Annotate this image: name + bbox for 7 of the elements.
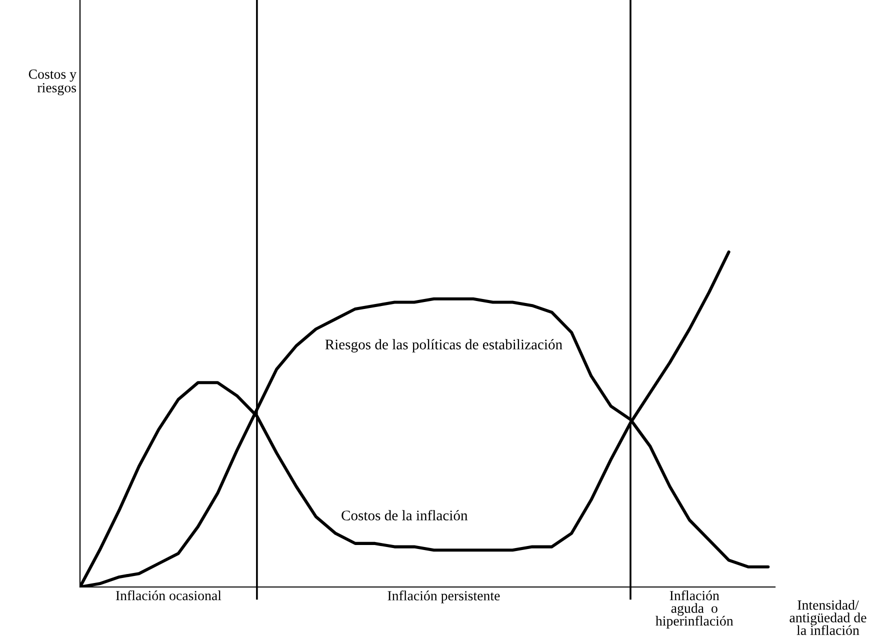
series-label: Costos de la inflación bbox=[342, 510, 468, 520]
series-label: Riesgos de las políticas de estabilización bbox=[325, 339, 562, 352]
text: Costos y riesgos bbox=[28, 69, 76, 96]
text: Inflación persistente bbox=[388, 590, 500, 604]
x-axis-title: Intensidad/ antigüedad de la inflación bbox=[790, 600, 866, 636]
text: Inflación aguda o hiperinflación bbox=[656, 590, 734, 628]
text: Inflación ocasional bbox=[116, 590, 222, 600]
